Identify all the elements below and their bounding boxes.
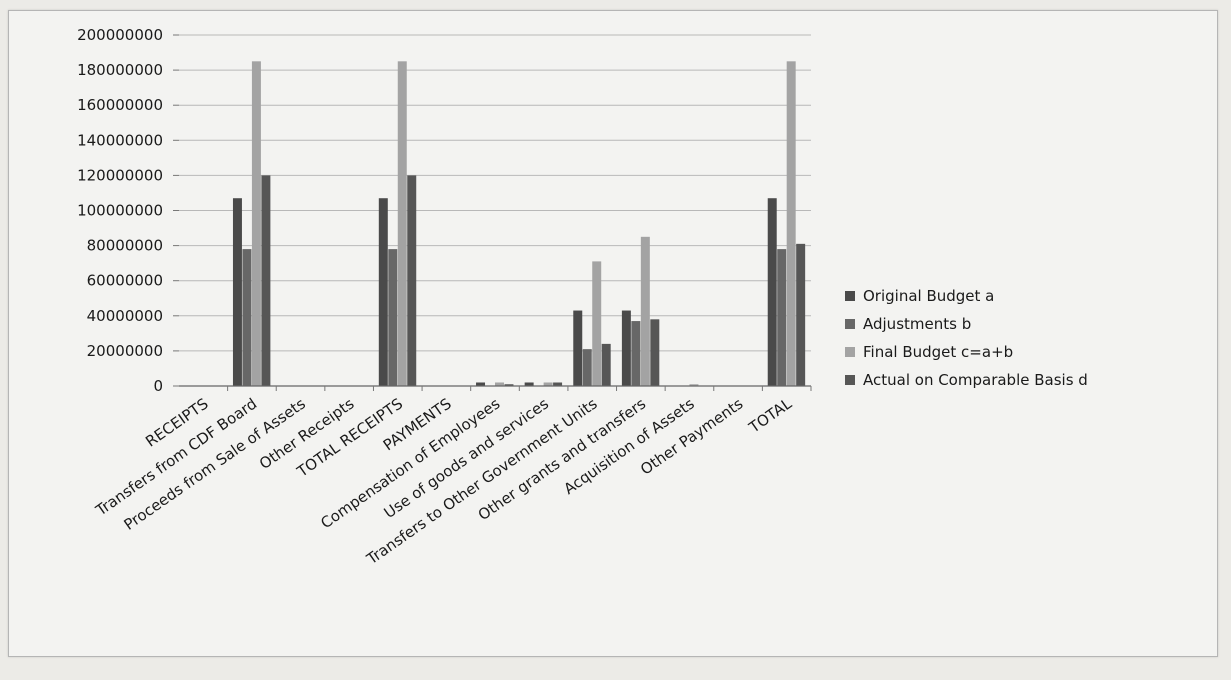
y-tick-label: 180000000	[77, 61, 163, 79]
bar	[397, 61, 407, 386]
legend: Original Budget a Adjustments b Final Budg…	[845, 287, 1088, 389]
legend-swatch	[845, 319, 855, 329]
bar	[601, 343, 611, 386]
bar	[407, 175, 417, 386]
gridlines	[179, 34, 811, 387]
y-tick-label: 80000000	[87, 237, 163, 255]
bar	[777, 249, 787, 386]
y-tick-label: 100000000	[77, 202, 163, 220]
y-tick-label: 20000000	[87, 342, 163, 360]
bar	[232, 198, 242, 386]
legend-label: Final Budget c=a+b	[863, 343, 1013, 361]
bar	[495, 382, 504, 386]
bar	[553, 382, 563, 386]
legend-label: Original Budget a	[863, 287, 994, 305]
bar	[786, 61, 796, 386]
legend-label: Actual on Comparable Basis d	[863, 371, 1088, 389]
bar	[524, 382, 534, 386]
legend-swatch	[845, 375, 855, 385]
y-tick-label: 140000000	[77, 131, 163, 149]
bar	[592, 261, 602, 386]
y-axis-ticks: 0 20000000 40000000 60000000 80000000 1000000…	[77, 26, 179, 395]
bar	[476, 382, 486, 386]
y-tick-label: 200000000	[77, 26, 163, 44]
bar	[388, 249, 398, 386]
legend-swatch	[845, 347, 855, 357]
bar	[650, 319, 660, 386]
bar	[621, 310, 631, 386]
bar	[378, 198, 388, 386]
bar	[640, 236, 650, 386]
y-tick-label: 60000000	[87, 272, 163, 290]
chart-frame: 0 20000000 40000000 60000000 80000000 1000000…	[8, 10, 1218, 657]
bar	[796, 243, 806, 386]
y-tick-label: 0	[153, 377, 163, 395]
y-tick-label: 120000000	[77, 166, 163, 184]
bar-chart: 0 20000000 40000000 60000000 80000000 1000000…	[77, 26, 1088, 569]
x-axis	[179, 385, 812, 391]
y-tick-label: 160000000	[77, 96, 163, 114]
bars	[232, 61, 806, 386]
bar	[251, 61, 261, 386]
bar	[261, 175, 271, 386]
y-tick-label: 40000000	[87, 307, 163, 325]
legend-label: Adjustments b	[863, 315, 971, 333]
bar	[631, 321, 641, 386]
legend-swatch	[845, 291, 855, 301]
bar	[767, 198, 777, 386]
bar	[689, 384, 699, 386]
bar	[504, 384, 514, 386]
bar	[582, 349, 592, 386]
category-label: TOTAL	[745, 394, 796, 437]
bar	[242, 249, 252, 386]
bar	[543, 382, 553, 386]
bar	[573, 310, 583, 386]
